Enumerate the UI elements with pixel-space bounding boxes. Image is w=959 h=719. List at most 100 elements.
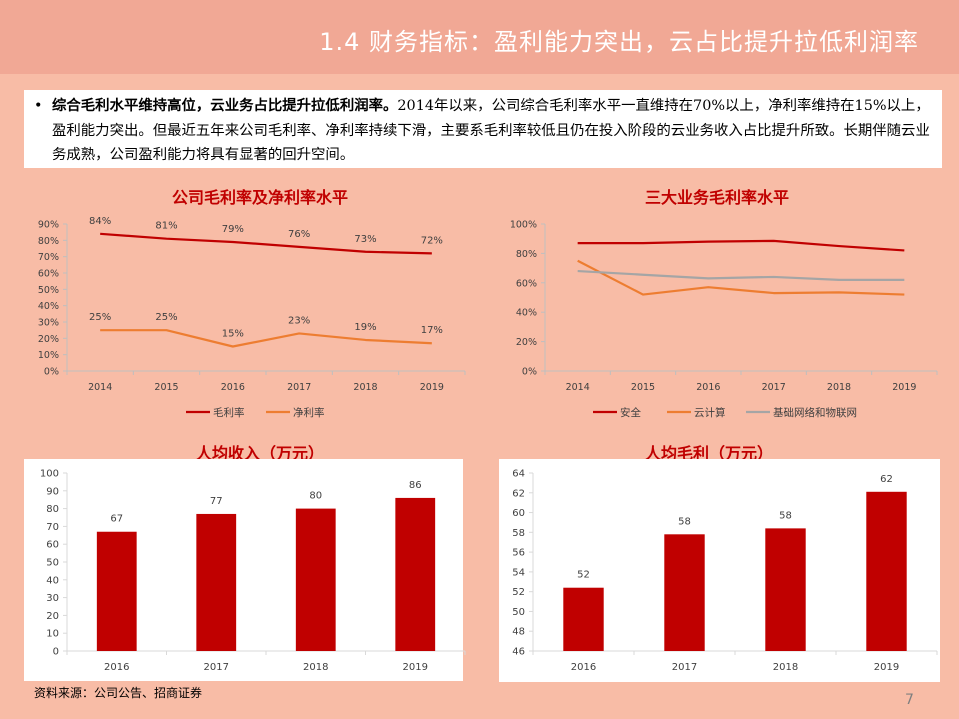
- x-tick-label: 2018: [353, 382, 377, 393]
- x-tick-label: 2016: [104, 662, 129, 673]
- y-tick-label: 60: [46, 540, 59, 551]
- y-tick-label: 10%: [38, 350, 59, 361]
- data-label: 58: [779, 510, 792, 521]
- x-tick-label: 2019: [420, 382, 444, 393]
- summary-body: 2014年以来，公司综合毛利率水平一直维持在70%以上，净利率维持在15%以上，…: [52, 98, 930, 163]
- data-label: 76%: [288, 229, 310, 240]
- y-tick-label: 0%: [522, 367, 537, 378]
- y-tick-label: 10: [46, 629, 59, 640]
- data-label: 80: [309, 491, 322, 502]
- x-tick-label: 2015: [631, 382, 655, 393]
- x-tick-label: 2016: [571, 662, 596, 673]
- x-tick-label: 2019: [874, 662, 899, 673]
- data-label: 67: [110, 514, 123, 525]
- y-tick-label: 0: [53, 647, 59, 658]
- bar: [196, 513, 237, 651]
- y-tick-label: 70%: [38, 252, 59, 263]
- y-tick-label: 50%: [38, 285, 59, 296]
- bar: [664, 534, 705, 651]
- data-label: 17%: [421, 325, 443, 336]
- y-tick-label: 56: [512, 548, 525, 559]
- y-tick-label: 58: [512, 528, 525, 539]
- bar: [96, 531, 137, 651]
- y-tick-label: 80%: [38, 236, 59, 247]
- slide-title: 1.4 财务指标：盈利能力突出，云占比提升拉低利润率: [319, 28, 919, 56]
- data-label: 84%: [89, 216, 111, 227]
- y-tick-label: 30: [46, 593, 59, 604]
- x-tick-label: 2018: [773, 662, 798, 673]
- data-label: 62: [880, 474, 893, 485]
- data-label: 19%: [354, 322, 376, 333]
- bar: [563, 587, 604, 651]
- data-label: 77: [210, 496, 223, 507]
- chart1-title: 公司毛利率及净利率水平: [171, 188, 348, 207]
- data-label: 58: [678, 516, 691, 527]
- y-tick-label: 80%: [516, 249, 537, 260]
- y-tick-label: 20: [46, 611, 59, 622]
- y-tick-label: 64: [512, 469, 525, 480]
- data-label: 73%: [354, 234, 376, 245]
- page-number: 7: [905, 692, 914, 708]
- x-tick-label: 2018: [303, 662, 328, 673]
- bar: [866, 491, 907, 651]
- y-tick-label: 80: [46, 504, 59, 515]
- y-tick-label: 48: [512, 627, 525, 638]
- data-label: 72%: [421, 235, 443, 246]
- y-tick-label: 90%: [38, 220, 59, 231]
- x-tick-label: 2016: [696, 382, 720, 393]
- y-tick-label: 40%: [516, 308, 537, 319]
- bar: [765, 528, 806, 651]
- chart4-title: 人均毛利（万元）: [644, 444, 773, 463]
- y-tick-label: 70: [46, 522, 59, 533]
- y-tick-label: 20%: [516, 337, 537, 348]
- legend-label: 净利率: [293, 406, 325, 419]
- x-tick-label: 2015: [154, 382, 178, 393]
- y-tick-label: 60%: [516, 278, 537, 289]
- data-label: 25%: [155, 312, 177, 323]
- x-tick-label: 2019: [403, 662, 428, 673]
- bar: [395, 497, 436, 651]
- legend-label: 云计算: [694, 406, 726, 419]
- series-line-0: [577, 239, 905, 252]
- data-label: 86: [409, 480, 422, 491]
- series-line-1: [577, 259, 905, 296]
- bullet-icon: •: [34, 98, 43, 114]
- data-label: 25%: [89, 312, 111, 323]
- y-tick-label: 0%: [44, 367, 59, 378]
- bar: [295, 508, 336, 651]
- x-tick-label: 2016: [221, 382, 245, 393]
- series-line-0: [100, 232, 432, 255]
- data-label: 79%: [222, 224, 244, 235]
- x-tick-label: 2017: [204, 662, 229, 673]
- legend-label: 基础网络和物联网: [773, 406, 857, 419]
- y-tick-label: 100: [40, 469, 59, 480]
- data-label: 81%: [155, 221, 177, 232]
- summary-lead: 综合毛利水平维持高位，云业务占比提升拉低利润率。: [52, 97, 398, 114]
- y-tick-label: 40: [46, 575, 59, 586]
- x-tick-label: 2018: [827, 382, 851, 393]
- x-tick-label: 2014: [566, 382, 590, 393]
- x-tick-label: 2014: [88, 382, 112, 393]
- y-tick-label: 30%: [38, 318, 59, 329]
- slide-title-bar: 1.4 财务指标：盈利能力突出，云占比提升拉低利润率: [0, 0, 959, 74]
- series-line-2: [577, 269, 905, 281]
- y-tick-label: 60%: [38, 269, 59, 280]
- y-tick-label: 50: [46, 558, 59, 569]
- legend-label: 毛利率: [213, 406, 245, 419]
- y-tick-label: 60: [512, 508, 525, 519]
- y-tick-label: 50: [512, 607, 525, 618]
- data-label: 52: [577, 570, 590, 581]
- data-label: 23%: [288, 315, 310, 326]
- y-tick-label: 100%: [510, 220, 537, 231]
- source-note: 资料来源：公司公告、招商证券: [34, 686, 203, 700]
- summary-box: • 综合毛利水平维持高位，云业务占比提升拉低利润率。2014年以来，公司综合毛利…: [24, 90, 942, 168]
- series-line-1: [100, 329, 432, 348]
- chart2-title: 三大业务毛利率水平: [644, 188, 789, 207]
- y-tick-label: 40%: [38, 301, 59, 312]
- y-tick-label: 46: [512, 647, 525, 658]
- x-tick-label: 2017: [287, 382, 311, 393]
